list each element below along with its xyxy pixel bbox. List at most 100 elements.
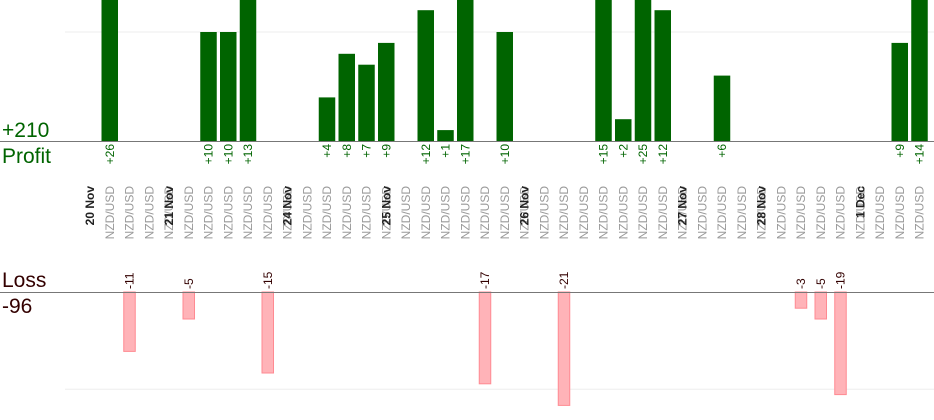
profit-bar bbox=[713, 75, 731, 141]
loss-value-label: -11 bbox=[123, 272, 137, 289]
pair-tick-label: NZD/USD bbox=[577, 186, 591, 240]
profit-bar bbox=[457, 0, 474, 141]
profit-bar bbox=[338, 53, 355, 141]
profit-value-label: +9 bbox=[379, 144, 393, 158]
profit-value-label: +6 bbox=[715, 144, 729, 158]
profit-value-label: +10 bbox=[498, 144, 512, 165]
date-tick-label: 21 Nov bbox=[162, 186, 176, 226]
pair-tick-label: NZD/USD bbox=[399, 186, 413, 240]
profit-value-label: +26 bbox=[103, 144, 117, 165]
profit-bar bbox=[101, 0, 118, 141]
loss-bar bbox=[834, 291, 847, 396]
profit-bar bbox=[378, 42, 395, 141]
profit-bar bbox=[417, 10, 434, 142]
pair-tick-label: NZD/USD bbox=[755, 186, 769, 240]
category-labels: NZD/USD 20 Nov NZD/USD NZD/USD NZD/USD NZD/US… bbox=[83, 186, 934, 240]
pair-tick-label: NZD/USD bbox=[656, 186, 670, 240]
pair-tick-label: NZD/USD bbox=[735, 186, 749, 240]
pair-tick-label: NZD/USD bbox=[419, 186, 433, 240]
pair-tick-label: NZD/USD bbox=[636, 186, 650, 240]
date-tick-label: 24 Nov bbox=[281, 186, 295, 226]
profit-value-label: +12 bbox=[656, 144, 670, 165]
pair-tick-label: NZD/USD bbox=[123, 186, 137, 240]
pair-tick-label: NZD/USD bbox=[913, 186, 927, 240]
profit-bar bbox=[634, 0, 652, 141]
profit-value-label: +9 bbox=[893, 144, 907, 158]
pair-tick-label: NZD/USD bbox=[320, 186, 334, 240]
profit-bar bbox=[654, 10, 671, 142]
profit-value-label: +25 bbox=[636, 144, 650, 165]
profit-total: +210 bbox=[2, 119, 49, 142]
date-tick-label: 20 Nov bbox=[83, 186, 97, 226]
pair-tick-label: NZD/USD bbox=[557, 186, 571, 240]
date-tick-label: 25 Nov bbox=[379, 186, 393, 226]
pair-tick-label: NZD/USD bbox=[774, 186, 788, 240]
profit-value-label: +14 bbox=[913, 144, 927, 165]
profit-bar bbox=[437, 130, 454, 141]
baselines bbox=[0, 141, 934, 293]
profit-value-label: +10 bbox=[221, 144, 235, 165]
pair-tick-label: NZD/USD bbox=[478, 186, 492, 240]
profit-value-label: +13 bbox=[241, 144, 255, 165]
profit-bars bbox=[101, 0, 928, 142]
pair-tick-label: NZD/USD bbox=[834, 186, 848, 240]
pair-tick-label: NZD/USD bbox=[241, 186, 255, 240]
loss-value-label: -17 bbox=[478, 271, 492, 289]
pair-tick-label: NZD/USD bbox=[202, 186, 216, 240]
loss-value-label: -5 bbox=[814, 278, 828, 289]
loss-bars bbox=[123, 291, 847, 406]
profit-value-label: +10 bbox=[202, 144, 216, 165]
loss-bar bbox=[182, 291, 195, 320]
pair-tick-label: NZD/USD bbox=[142, 186, 156, 240]
loss-value-label: -5 bbox=[182, 278, 196, 289]
pair-tick-label: NZD/USD bbox=[676, 186, 690, 240]
profit-bar bbox=[318, 97, 336, 141]
pair-tick-label: NZD/USD bbox=[695, 186, 709, 240]
pair-tick-label: NZD/USD bbox=[281, 186, 295, 240]
pair-tick-label: NZD/USD bbox=[162, 186, 176, 240]
profit-bar bbox=[220, 32, 237, 141]
pair-tick-label: NZD/USD bbox=[360, 186, 374, 240]
loss-bar bbox=[123, 291, 136, 352]
loss-bar bbox=[794, 291, 808, 309]
loss-bar bbox=[261, 291, 274, 374]
loss-value-label: -3 bbox=[794, 278, 808, 289]
profit-value-label: +8 bbox=[340, 144, 354, 158]
pair-tick-label: NZD/USD bbox=[616, 186, 630, 240]
pair-tick-label: NZD/USD bbox=[300, 186, 314, 240]
pair-tick-label: NZD/USD bbox=[498, 186, 512, 240]
pair-tick-label: NZD/USD bbox=[873, 186, 887, 240]
date-tick-label: 28 Nov bbox=[755, 186, 769, 226]
loss-total: -96 bbox=[2, 295, 32, 318]
profit-value-label: +4 bbox=[320, 144, 334, 158]
pair-tick-label: NZD/USD bbox=[439, 186, 453, 240]
pair-tick-label: NZD/USD bbox=[853, 186, 867, 240]
pair-tick-label: NZD/USD bbox=[597, 186, 611, 240]
loss-value-label: -19 bbox=[834, 271, 848, 289]
profit-bar bbox=[358, 64, 375, 141]
date-tick-label: 1 Dec bbox=[853, 186, 867, 218]
loss-bar bbox=[478, 291, 492, 385]
pair-tick-label: NZD/USD bbox=[261, 186, 275, 240]
profit-value-label: +1 bbox=[439, 144, 453, 158]
pair-tick-label: NZD/USD bbox=[340, 186, 354, 240]
pair-tick-label: NZD/USD bbox=[379, 186, 393, 240]
value-labels: +26 -11 -5 +10 +10 +13 -15 +4 +8 +7 +9 +12 +1 +17 -17 +… bbox=[103, 144, 927, 289]
pair-tick-label: NZD/USD bbox=[537, 186, 551, 240]
pair-tick-label: NZD/USD bbox=[458, 186, 472, 240]
profit-bar bbox=[891, 42, 908, 141]
profit-bar bbox=[595, 0, 612, 141]
pair-tick-label: NZD/USD bbox=[715, 186, 729, 240]
profit-value-label: +7 bbox=[360, 144, 374, 158]
date-tick-label: 27 Nov bbox=[676, 186, 690, 226]
profit-bar bbox=[911, 0, 928, 141]
profit-bar bbox=[239, 0, 257, 141]
date-tick-label: 26 Nov bbox=[518, 186, 532, 226]
pair-tick-label: NZD/USD bbox=[794, 186, 808, 240]
loss-bar bbox=[557, 291, 571, 406]
pair-tick-label: NZD/USD bbox=[221, 186, 235, 240]
loss-value-label: -15 bbox=[261, 271, 275, 289]
pair-tick-label: NZD/USD bbox=[518, 186, 532, 240]
profit-value-label: +2 bbox=[616, 144, 630, 158]
